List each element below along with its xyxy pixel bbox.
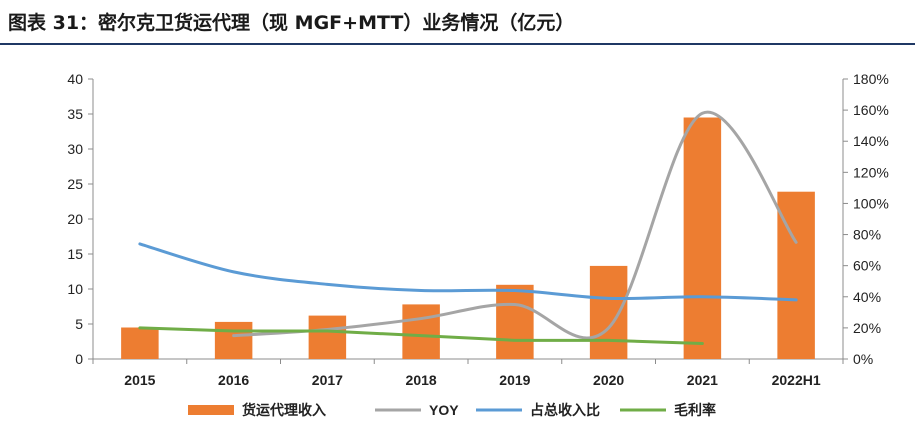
- x-tick-label: 2022H1: [772, 372, 821, 388]
- series-line-a5a5a5: [232, 110, 798, 340]
- series-line-5b9bd5: [138, 242, 798, 302]
- y-right-tick-label: 20%: [853, 320, 881, 336]
- x-tick-label: 2021: [687, 372, 718, 388]
- y-right-tick-label: 0%: [853, 351, 873, 367]
- x-tick-label: 2019: [499, 372, 530, 388]
- y-right-tick-label: 80%: [853, 227, 881, 243]
- y-right-tick-label: 140%: [853, 133, 889, 149]
- y-left-tick-label: 15: [67, 246, 83, 262]
- axes: 0 5 10 15 20 25 30 35 40 0% 20% 40% 60% 80% 100% 120% 14…: [67, 71, 888, 388]
- y-right-tick-label: 60%: [853, 258, 881, 274]
- bar: [308, 315, 347, 359]
- y-right-tick-label: 40%: [853, 289, 881, 305]
- bar: [402, 304, 440, 359]
- y-right-tick-label: 120%: [853, 164, 889, 180]
- bar: [496, 284, 534, 359]
- legend-label: YOY: [429, 402, 459, 418]
- y-right-tick-label: 100%: [853, 195, 889, 211]
- legend-label: 货运代理收入: [241, 402, 326, 418]
- y-left-tick-label: 10: [67, 281, 83, 297]
- x-tick-label: 2015: [124, 372, 155, 388]
- y-left-tick-label: 5: [75, 316, 83, 332]
- bars: [121, 117, 815, 359]
- x-tick-label: 2017: [312, 372, 343, 388]
- y-left-tick-label: 35: [67, 106, 83, 122]
- lines: [138, 110, 798, 345]
- bar: [683, 117, 722, 359]
- x-tick-label: 2016: [218, 372, 249, 388]
- bar: [121, 327, 159, 359]
- x-tick-label: 2020: [593, 372, 624, 388]
- y-right-tick-label: 180%: [853, 71, 889, 87]
- y-left-tick-label: 30: [67, 141, 83, 157]
- y-right-tick-label: 160%: [853, 102, 889, 118]
- chart-title: 图表 31：密尔克卫货运代理（现 MGF+MTT）业务情况（亿元）: [8, 12, 575, 34]
- y-left-tick-label: 40: [67, 71, 83, 87]
- legend-label: 占总收入比: [530, 402, 600, 418]
- y-left-tick-label: 0: [75, 351, 83, 367]
- legend: 货运代理收入 YOY 占总收入比 毛利率: [188, 402, 716, 418]
- bar: [214, 321, 253, 359]
- y-left-tick-label: 20: [67, 211, 83, 227]
- title-underline: [0, 43, 915, 45]
- bar: [589, 265, 628, 359]
- x-tick-label: 2018: [406, 372, 437, 388]
- y-left-tick-label: 25: [67, 176, 83, 192]
- legend-label: 毛利率: [674, 402, 716, 418]
- legend-swatch: [188, 405, 234, 415]
